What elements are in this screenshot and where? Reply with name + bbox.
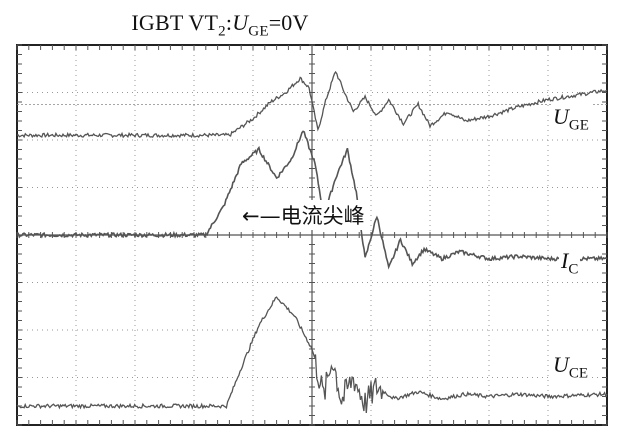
- current-spike-annotation: ←—电流尖峰: [240, 200, 367, 230]
- scope-traces: [16, 70, 608, 413]
- series-label-uce-main: U: [553, 352, 569, 377]
- title-separator: :: [225, 10, 233, 35]
- series-label-uge-main: U: [553, 104, 569, 129]
- series-label-uce: UCE: [551, 352, 591, 383]
- series-label-ic-main: I: [561, 248, 569, 273]
- series-label-uce-sub: CE: [568, 365, 589, 382]
- title-suffix: =0V: [268, 10, 309, 35]
- series-label-uge-sub: GE: [568, 117, 589, 134]
- trace-uge: [16, 70, 608, 139]
- trace-ic: [16, 130, 608, 270]
- series-label-ic: IC: [559, 248, 581, 279]
- trace-uce: [16, 296, 608, 413]
- series-label-ic-sub: C: [568, 261, 579, 278]
- chart-title: IGBT VT2:UGE=0V: [0, 10, 440, 40]
- title-variable-sub: GE: [248, 23, 269, 40]
- series-label-uge: UGE: [551, 104, 591, 135]
- title-variable: U: [232, 10, 249, 35]
- title-prefix-sub: 2: [218, 23, 226, 40]
- title-prefix: IGBT VT: [131, 10, 219, 35]
